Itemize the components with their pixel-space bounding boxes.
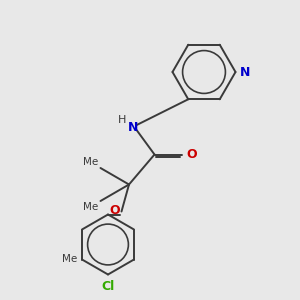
Text: N: N — [128, 121, 139, 134]
Text: Me: Me — [62, 254, 77, 265]
Text: H: H — [118, 115, 126, 125]
Text: O: O — [110, 204, 120, 218]
Text: Cl: Cl — [101, 280, 115, 293]
Text: Me: Me — [83, 157, 98, 167]
Text: O: O — [186, 148, 196, 161]
Text: Me: Me — [83, 202, 98, 212]
Text: N: N — [239, 65, 250, 79]
